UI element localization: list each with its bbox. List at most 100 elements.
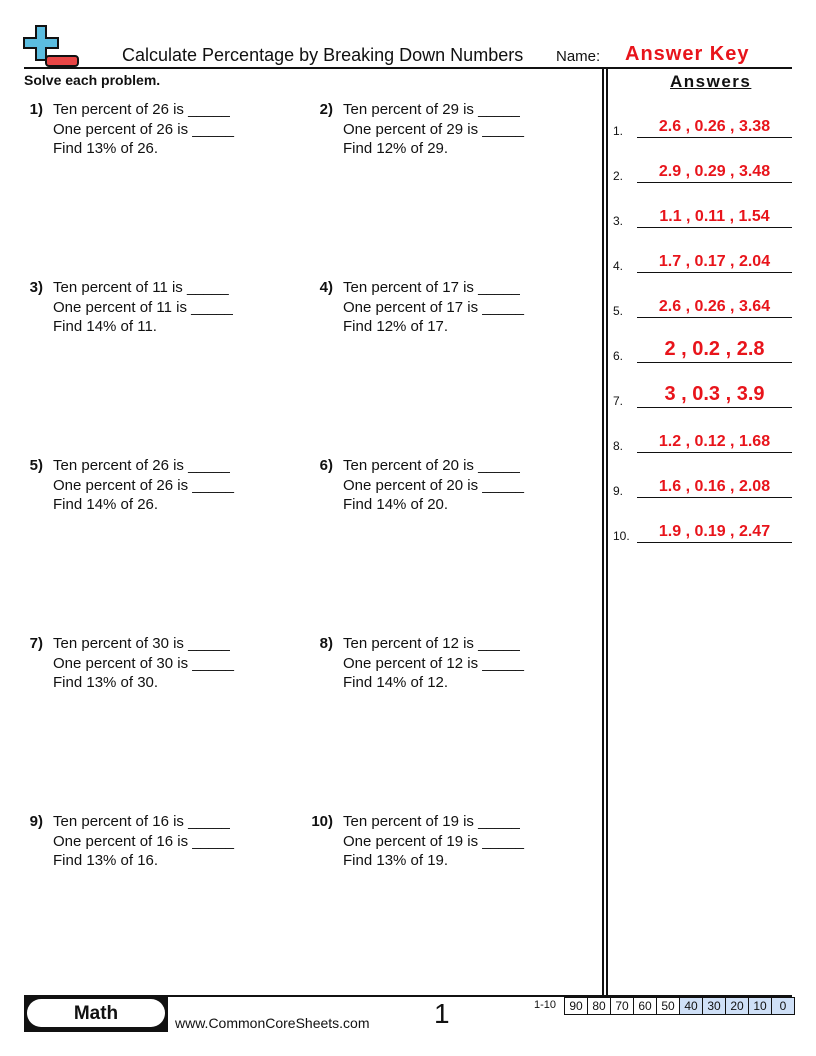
problem-line: Find 13% of 26.	[53, 140, 159, 157]
problem: 7) Ten percent of 30 is _____ One percen…	[30, 634, 234, 693]
answer-label: 5.	[613, 304, 624, 318]
answer-value: 2.9 , 0.29 , 3.48	[637, 163, 792, 183]
page-number: 1	[434, 998, 450, 1029]
problem: 3) Ten percent of 11 is _____ One percen…	[30, 278, 233, 337]
problem-number: 8)	[319, 635, 333, 652]
name-value: Answer Key	[625, 43, 750, 65]
problem-line: One percent of 29 is _____	[343, 120, 524, 138]
problem-line: Ten percent of 20 is _____	[343, 457, 520, 474]
answer-label: 7.	[613, 394, 624, 408]
answer-label: 3.	[613, 214, 624, 228]
problem-number: 9)	[29, 813, 43, 830]
problem: 10) Ten percent of 19 is _____ One perce…	[311, 812, 524, 871]
answer-label: 4.	[613, 259, 624, 273]
subject-label: Math	[27, 999, 165, 1027]
problem-line: Ten percent of 11 is _____	[53, 279, 229, 296]
problem-number: 7)	[29, 635, 43, 652]
name-label: Name:	[556, 48, 601, 65]
answer-value: 1.7 , 0.17 , 2.04	[637, 253, 792, 273]
score-cell: 50	[656, 998, 679, 1014]
answers-heading: Answers	[670, 72, 752, 91]
answer-label: 9.	[613, 484, 624, 498]
problem-line: Ten percent of 12 is _____	[343, 635, 520, 652]
problem-line: Ten percent of 19 is _____	[343, 813, 520, 830]
answer-value: 1.9 , 0.19 , 2.47	[637, 523, 792, 543]
problem-line: Ten percent of 26 is _____	[53, 101, 230, 118]
problem-line: Find 12% of 29.	[343, 140, 449, 157]
score-cell: 90	[569, 999, 583, 1013]
score-cell: 0	[771, 998, 794, 1014]
answer-row: 3. 1.1 , 0.11 , 1.54	[613, 198, 792, 228]
problem-line: Find 13% of 19.	[343, 852, 449, 869]
answer-value: 1.1 , 0.11 , 1.54	[637, 208, 792, 228]
answer-label: 6.	[613, 349, 624, 363]
problem-line: One percent of 19 is _____	[343, 832, 524, 850]
page-title: Calculate Percentage by Breaking Down Nu…	[122, 45, 524, 65]
problem-line: Find 13% of 30.	[53, 674, 159, 691]
problem-line: Ten percent of 16 is _____	[53, 813, 230, 830]
answer-label: 2.	[613, 169, 624, 183]
answer-value: 2.6 , 0.26 , 3.38	[637, 118, 792, 138]
problem-line: Ten percent of 17 is _____	[343, 279, 520, 296]
problem-number: 5)	[29, 457, 43, 474]
problem-line: One percent of 12 is _____	[343, 654, 524, 672]
problem: 6) Ten percent of 20 is _____ One percen…	[320, 456, 524, 515]
score-range: 1-10	[534, 999, 557, 1011]
problem-line: Find 12% of 17.	[343, 318, 449, 335]
problem-number: 2)	[319, 101, 333, 118]
problem-line: One percent of 17 is _____	[343, 298, 524, 316]
problem-line: One percent of 30 is _____	[53, 654, 234, 672]
problem-line: One percent of 26 is _____	[53, 120, 234, 138]
problem-line: Ten percent of 30 is _____	[53, 635, 230, 652]
answer-label: 10.	[613, 529, 630, 543]
answer-row: 7. 3 , 0.3 , 3.9	[613, 378, 792, 408]
problem: 2) Ten percent of 29 is _____ One percen…	[320, 100, 524, 159]
footer-divider	[24, 995, 792, 997]
answer-row: 8. 1.2 , 0.12 , 1.68	[613, 423, 792, 453]
problem-line: Ten percent of 26 is _____	[53, 457, 230, 474]
subject-badge: Math	[24, 996, 168, 1032]
answer-value: 2.6 , 0.26 , 3.64	[637, 298, 792, 318]
answer-row: 6. 2 , 0.2 , 2.8	[613, 333, 792, 363]
score-cell: 20	[725, 998, 748, 1014]
score-cell: 60	[633, 998, 656, 1014]
problem: 5) Ten percent of 26 is _____ One percen…	[30, 456, 234, 515]
problem: 9) Ten percent of 16 is _____ One percen…	[30, 812, 234, 871]
problem: 1) Ten percent of 26 is _____ One percen…	[30, 100, 234, 159]
answer-row: 4. 1.7 , 0.17 , 2.04	[613, 243, 792, 273]
plus-minus-logo-icon	[23, 25, 79, 67]
score-cell: 70	[610, 998, 633, 1014]
answer-row: 5. 2.6 , 0.26 , 3.64	[613, 288, 792, 318]
score-cell: 30	[702, 998, 725, 1014]
problem-line: One percent of 20 is _____	[343, 476, 524, 494]
answer-value: 3 , 0.3 , 3.9	[637, 383, 792, 408]
header-divider	[24, 67, 792, 69]
problem-line: Find 14% of 20.	[343, 496, 449, 513]
problem-line: Find 14% of 11.	[53, 318, 157, 335]
answer-value: 2 , 0.2 , 2.8	[637, 338, 792, 363]
problem-line: One percent of 11 is _____	[53, 298, 233, 316]
answer-row: 2. 2.9 , 0.29 , 3.48	[613, 153, 792, 183]
column-divider	[606, 68, 608, 995]
answer-row: 10. 1.9 , 0.19 , 2.47	[613, 513, 792, 543]
answer-row: 9. 1.6 , 0.16 , 2.08	[613, 468, 792, 498]
score-table: 90 80 70 60 50 40 30 20 10 0	[564, 997, 795, 1015]
problem: 8) Ten percent of 12 is _____ One percen…	[320, 634, 524, 693]
answer-value: 1.6 , 0.16 , 2.08	[637, 478, 792, 498]
instructions: Solve each problem.	[24, 72, 161, 88]
problem-line: One percent of 26 is _____	[53, 476, 234, 494]
problem-number: 3)	[29, 279, 43, 296]
answer-value: 1.2 , 0.12 , 1.68	[637, 433, 792, 453]
score-cell: 10	[748, 998, 771, 1014]
problem: 4) Ten percent of 17 is _____ One percen…	[320, 278, 524, 337]
problem-number: 6)	[319, 457, 333, 474]
column-divider	[602, 68, 604, 995]
answer-label: 1.	[613, 124, 624, 138]
answer-row: 1. 2.6 , 0.26 , 3.38	[613, 108, 792, 138]
problem-line: One percent of 16 is _____	[53, 832, 234, 850]
score-cell: 40	[679, 998, 702, 1014]
problem-number: 4)	[319, 279, 333, 296]
answer-label: 8.	[613, 439, 624, 453]
site-url: www.CommonCoreSheets.com	[175, 1015, 370, 1031]
problem-line: Ten percent of 29 is _____	[343, 101, 520, 118]
